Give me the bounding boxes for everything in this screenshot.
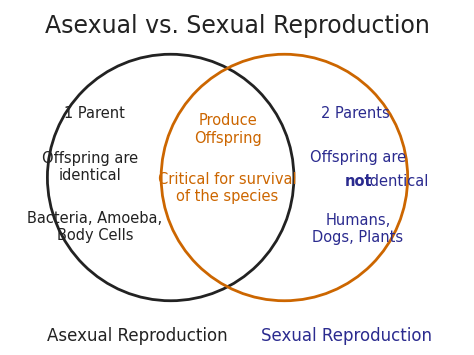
Text: identical: identical (361, 174, 428, 189)
Text: Offspring are
identical: Offspring are identical (42, 151, 138, 183)
Text: 2 Parents: 2 Parents (321, 106, 390, 121)
Text: 1 Parent: 1 Parent (64, 106, 125, 121)
Text: Produce
Offspring: Produce Offspring (194, 113, 261, 146)
Text: Bacteria, Amoeba,
Body Cells: Bacteria, Amoeba, Body Cells (27, 211, 163, 244)
Text: Critical for survival
of the species: Critical for survival of the species (158, 172, 297, 204)
Text: not: not (345, 174, 373, 189)
Text: Offspring are: Offspring are (310, 151, 406, 165)
Text: Asexual Reproduction: Asexual Reproduction (47, 327, 228, 345)
Text: Asexual vs. Sexual Reproduction: Asexual vs. Sexual Reproduction (45, 14, 429, 38)
Text: Humans,
Dogs, Plants: Humans, Dogs, Plants (312, 213, 403, 245)
Text: Sexual Reproduction: Sexual Reproduction (261, 327, 432, 345)
